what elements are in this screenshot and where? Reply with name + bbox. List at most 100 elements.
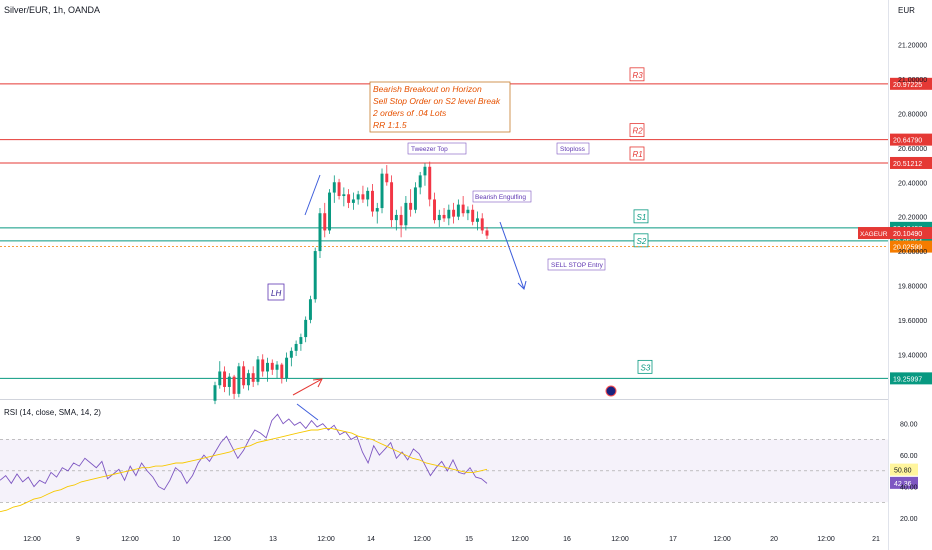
level-price-tag-r1 — [890, 156, 932, 169]
candle-body — [399, 214, 403, 226]
sell-stop-label-box — [547, 258, 606, 271]
event-marker-icon[interactable] — [605, 385, 617, 397]
time-tick-16: 12:00 — [817, 536, 835, 543]
time-tick-9: 15 — [465, 536, 473, 543]
price-tick-8: 19.60000 — [898, 318, 927, 325]
candle-body — [227, 376, 231, 387]
time-tick-8: 12:00 — [413, 536, 431, 543]
candle-body — [418, 175, 422, 188]
level-tag-s2: S2 — [637, 237, 647, 246]
level-tag-r3: R3 — [633, 71, 644, 80]
price-tick-2: 20.80000 — [898, 111, 927, 118]
level-tag-box-r3 — [629, 67, 645, 82]
analysis-line-1: Bearish Breakout on Horizon — [373, 84, 482, 94]
time-tick-7: 14 — [367, 536, 375, 543]
price-tick-4: 20.40000 — [898, 180, 927, 187]
current-price-tag — [858, 227, 932, 240]
price-tick-3: 20.60000 — [898, 146, 927, 153]
level-tag-box-s3 — [637, 359, 653, 374]
candle-body — [461, 204, 465, 214]
level-price-r1: 20.51212 — [893, 161, 922, 168]
candle-body — [471, 209, 475, 222]
rsi-divergence-line — [296, 403, 319, 421]
candle-body — [475, 218, 479, 222]
candle-body — [380, 173, 384, 209]
level-tag-s1: S1 — [637, 213, 647, 222]
candle-body — [437, 214, 441, 221]
stoploss-label: Stoploss — [560, 146, 586, 153]
level-tag-r2: R2 — [633, 127, 644, 136]
candle-body — [480, 218, 484, 231]
candle-body — [308, 299, 312, 320]
rsi-guides — [0, 439, 888, 503]
time-axis: 12:00 9 12:00 10 12:00 13 12:00 14 12:00 15 12:00 1… — [23, 536, 880, 543]
candle-body — [237, 366, 241, 394]
level-price-tag-r3 — [890, 77, 932, 90]
time-tick-1: 9 — [76, 536, 80, 543]
analysis-box — [369, 81, 511, 133]
sell-stop-label: SELL STOP Entry — [551, 262, 604, 269]
candle-body — [351, 199, 355, 203]
level-price-r3: 20.97225 — [893, 82, 922, 89]
analysis-line-3: 2 orders of .04 Lots — [372, 108, 447, 118]
candle-body — [456, 204, 460, 217]
time-tick-14: 12:00 — [713, 536, 731, 543]
price-tick-7: 19.80000 — [898, 283, 927, 290]
time-tick-3: 10 — [172, 536, 180, 543]
currency-label: EUR — [898, 6, 915, 15]
rsi-line — [0, 413, 488, 491]
level-price-r2: 20.64790 — [893, 138, 922, 145]
candle-body — [251, 373, 255, 382]
candle-body — [361, 194, 365, 200]
candle-body — [428, 166, 432, 200]
candle-body — [270, 362, 274, 370]
candle-body — [256, 359, 260, 382]
candle-body — [385, 173, 389, 183]
candle-body — [452, 209, 456, 217]
candle-body — [289, 350, 293, 358]
engulfing-label: Bearish Engulfing — [475, 194, 526, 201]
rsi-sma-tag — [890, 463, 918, 476]
candle-body — [318, 213, 322, 252]
level-tag-box-r2 — [629, 123, 645, 138]
candle-body — [313, 251, 317, 300]
candle-body — [442, 214, 446, 219]
candle-body — [242, 366, 246, 386]
time-tick-17: 21 — [872, 536, 880, 543]
candle-body — [275, 364, 279, 370]
lh-label-box — [267, 283, 285, 301]
candle-body — [356, 194, 360, 200]
time-tick-12: 12:00 — [611, 536, 629, 543]
candle-body — [342, 194, 346, 197]
tweezer-label-box — [407, 142, 467, 155]
stoploss-label-box — [556, 142, 590, 155]
rsi-lines: 50.80 42.36 — [0, 413, 918, 513]
price-tick-6: 20.00000 — [898, 249, 927, 256]
time-tick-15: 20 — [770, 536, 778, 543]
rsi-tick-3: 20.00 — [900, 516, 918, 523]
engulfing-label-box — [472, 190, 532, 203]
time-tick-10: 12:00 — [511, 536, 529, 543]
arrow-down-blue — [499, 221, 525, 290]
candle-body — [232, 376, 236, 394]
candle-body — [285, 357, 289, 379]
candle-body — [413, 187, 417, 210]
arrow-up-red-head — [312, 378, 323, 388]
analysis-line-4: RR 1:1.5 — [373, 120, 407, 130]
candle-body — [404, 202, 408, 226]
time-tick-5: 13 — [269, 536, 277, 543]
candle-body — [261, 359, 265, 372]
chart-title: Silver/EUR, 1h, OANDA — [4, 5, 100, 15]
candle-body — [213, 385, 217, 401]
time-tick-4: 12:00 — [213, 536, 231, 543]
rsi-tick-0: 80.00 — [900, 422, 918, 429]
time-tick-11: 16 — [563, 536, 571, 543]
candle-body — [409, 202, 413, 210]
candle-body — [323, 213, 327, 231]
time-tick-2: 12:00 — [121, 536, 139, 543]
candle-body — [466, 209, 470, 214]
rsi-value: 42.36 — [894, 481, 912, 488]
candle-body — [218, 371, 222, 386]
candle-body — [447, 209, 451, 219]
